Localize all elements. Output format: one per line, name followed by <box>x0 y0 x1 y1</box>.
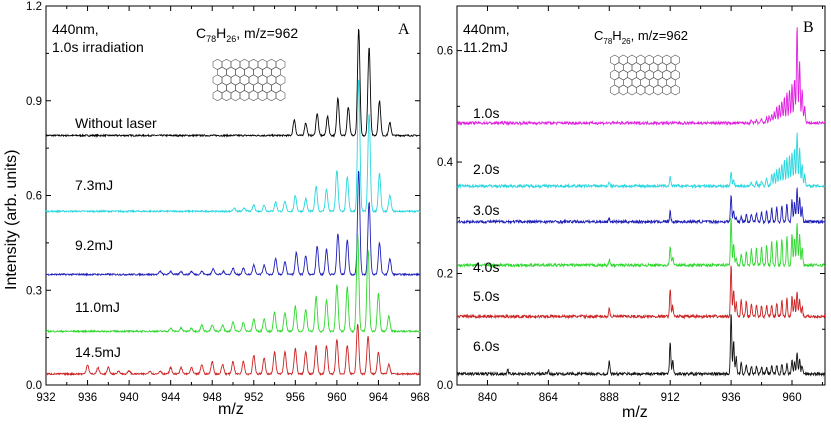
x-tick-label: 888 <box>600 392 619 404</box>
molecule-ring <box>257 90 268 102</box>
series-line-b-4 <box>456 217 826 269</box>
x-tick-label: 948 <box>203 392 222 404</box>
x-tick-label: 940 <box>120 392 139 404</box>
panel-a-frame <box>45 5 421 386</box>
y-tick-label: 0.6 <box>26 191 42 203</box>
series-line-a-3 <box>45 170 421 277</box>
x-tick-label: 936 <box>722 392 741 404</box>
y-tick-label: 0.9 <box>26 96 42 108</box>
panel-b-series <box>456 27 826 377</box>
panel-b-frame <box>456 5 826 386</box>
series-line-b-5 <box>456 265 826 320</box>
panel-a-xlabel: m/z <box>218 401 244 418</box>
series-label-b-5: 5.0s <box>473 288 499 304</box>
x-tick-label: 960 <box>782 392 801 404</box>
y-tick-label: 0.0 <box>437 380 453 392</box>
molecule-ring <box>644 84 655 96</box>
series-label-b-2: 2.0s <box>473 161 499 177</box>
molecule-ring <box>627 84 637 96</box>
series-line-a-5 <box>45 324 421 377</box>
panel-b-molecule-structure <box>610 54 680 96</box>
panel-a-series <box>45 28 421 377</box>
panel-b-formula: C78H26, m/z=962 <box>594 28 688 46</box>
molecule-ring <box>266 90 277 102</box>
panel-a-title-line1: 440nm, <box>52 21 99 37</box>
y-tick-label: 1.2 <box>26 1 42 13</box>
x-tick-label: 968 <box>410 392 429 404</box>
series-label-b-4: 4.0s <box>473 259 499 275</box>
panel-b: 840 864 888 912 936 960 0.0 0.2 0.4 0.6 440nm, 11… <box>437 5 826 421</box>
x-tick-label: 932 <box>36 392 55 404</box>
series-label-b-6: 6.0s <box>473 338 499 354</box>
molecule-ring <box>212 90 223 102</box>
panel-b-xlabel: m/z <box>622 404 648 421</box>
series-line-b-2 <box>456 132 826 190</box>
series-label-a-2: 7.3mJ <box>75 177 113 193</box>
panel-a-formula: C78H26, m/z=962 <box>196 25 298 44</box>
panel-b-letter: B <box>803 19 814 36</box>
panel-a-ticks: 932 936 940 944 948 952 956 960 964 968 0.0 0.3 0.6 0… <box>26 1 430 404</box>
x-tick-label: 952 <box>244 392 263 404</box>
molecule-ring <box>635 84 646 96</box>
molecule-ring <box>670 84 680 96</box>
x-tick-label: 964 <box>369 392 389 404</box>
panel-b-legend: 1.0s 2.0s 3.0s 4.0s 5.0s 6.0s <box>473 105 499 354</box>
x-tick-label: 944 <box>161 392 181 404</box>
series-line-a-4 <box>45 233 421 334</box>
y-tick-label: 0.3 <box>26 285 42 297</box>
molecule-ring <box>275 90 286 102</box>
series-line-b-3 <box>456 187 826 225</box>
molecule-ring <box>653 84 663 96</box>
molecule-ring <box>618 84 629 96</box>
series-label-a-5: 14.5mJ <box>75 344 121 360</box>
panel-a-ylabel: Intensity (arb. units) <box>3 150 20 291</box>
x-tick-label: 840 <box>478 392 497 404</box>
panel-a-molecule-structure <box>212 58 286 102</box>
series-label-a-1: Without laser <box>75 115 157 131</box>
series-label-a-4: 11.0mJ <box>75 299 120 315</box>
panel-a-legend: Without laser 7.3mJ 9.2mJ 11.0mJ 14.5mJ <box>75 115 157 360</box>
panel-b-title-line2: 11.2mJ <box>463 39 508 55</box>
molecule-ring <box>248 90 259 102</box>
y-tick-label: 0.0 <box>26 380 42 392</box>
molecule-ring <box>239 90 250 102</box>
series-label-b-1: 1.0s <box>473 105 499 121</box>
series-line-b-1 <box>456 27 826 127</box>
panel-b-ticks: 840 864 888 912 936 960 0.0 0.2 0.4 0.6 <box>437 6 825 404</box>
x-tick-label: 936 <box>78 392 97 404</box>
y-tick-label: 0.4 <box>437 157 454 169</box>
series-line-a-2 <box>45 79 421 214</box>
panel-a-title-line2: 1.0s irradiation <box>52 39 144 55</box>
x-tick-label: 956 <box>286 392 305 404</box>
series-line-b-6 <box>456 314 826 377</box>
molecule-ring <box>221 90 232 102</box>
y-tick-label: 0.6 <box>437 46 453 58</box>
x-tick-label: 960 <box>327 392 346 404</box>
molecule-ring <box>661 84 672 96</box>
series-label-a-3: 9.2mJ <box>75 237 113 253</box>
panel-a: 932 936 940 944 948 952 956 960 964 968 0.0 0.3 0.6 0… <box>3 1 430 418</box>
series-label-b-3: 3.0s <box>473 202 499 218</box>
molecule-ring <box>610 84 620 96</box>
molecule-ring <box>230 90 241 102</box>
y-tick-label: 0.2 <box>437 269 453 281</box>
series-line-a-1 <box>45 28 421 138</box>
x-tick-label: 912 <box>661 392 680 404</box>
panel-a-letter: A <box>398 21 410 38</box>
panel-b-title-line1: 440nm, <box>463 21 510 37</box>
x-tick-label: 864 <box>539 392 559 404</box>
